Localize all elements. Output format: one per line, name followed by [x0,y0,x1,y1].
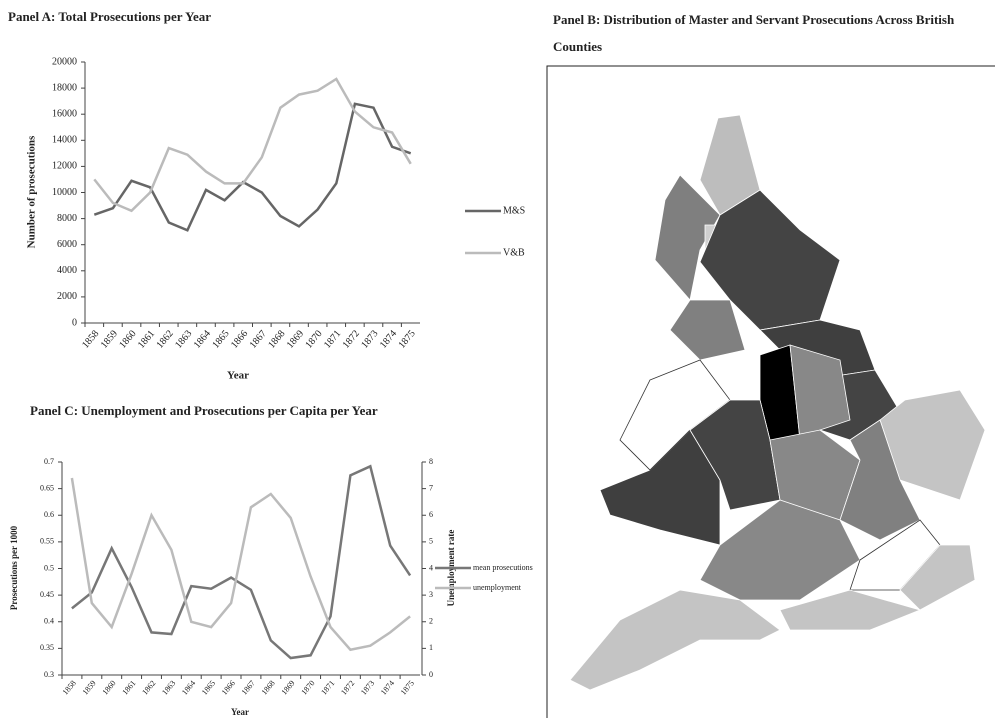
panel-b-title: Panel B: Distribution of Master and Serv… [553,12,955,54]
y-tick-label: 16000 [52,108,77,119]
x-tick-label: 1870 [299,679,316,697]
x-tick-label: 1860 [100,679,117,697]
y-tick-label: 6000 [57,239,77,250]
y-tick-label: 14000 [52,135,77,146]
x-tick-label: 1865 [200,679,217,697]
x-tick-label: 1873 [359,328,380,350]
x-tick-label: 1872 [339,679,356,697]
x-tick-label: 1861 [136,328,157,350]
y-axis-label: Prosecutions per 1000 [9,525,19,610]
y-tick-label: 18000 [52,82,77,93]
map [546,65,995,718]
x-tick-label: 1868 [266,328,287,350]
x-tick-label: 1868 [260,679,277,697]
y2-tick-label: 5 [429,537,433,546]
x-tick-label: 1874 [378,328,399,350]
x-tick-label: 1862 [140,679,157,697]
map-frame [546,65,995,718]
x-tick-label: 1859 [81,679,98,697]
y-tick-label: 0.45 [40,590,54,599]
y-tick-label: 12000 [52,161,77,172]
y-tick-label: 0.6 [44,510,54,519]
y2-tick-label: 0 [429,670,433,679]
county [699,499,861,601]
panel-a-title: Panel A: Total Prosecutions per Year [8,9,211,24]
y2-tick-label: 2 [429,617,433,626]
y2-tick-label: 4 [429,563,433,572]
x-tick-label: 1874 [379,679,396,697]
county [899,544,976,611]
x-tick-label: 1872 [341,328,362,350]
y-tick-label: 2000 [57,291,77,302]
x-tick-label: 1867 [248,328,269,350]
y-tick-label: 0.65 [40,483,54,492]
y-tick-label: 4000 [57,265,77,276]
series-line [71,464,412,660]
x-tick-label: 1860 [117,328,138,350]
series-line [70,477,411,652]
x-tick-label: 1875 [399,679,416,697]
y2-tick-label: 7 [429,483,433,492]
y-tick-label: 0.3 [44,670,54,679]
y-tick-label: 0.55 [40,537,54,546]
x-axis-label: Year [227,370,249,382]
legend-label: V&B [503,247,525,258]
county [689,399,781,511]
x-tick-label: 1864 [180,679,197,697]
y-tick-label: 0.4 [44,617,54,626]
y-tick-label: 0.7 [44,457,54,466]
y2-tick-label: 6 [429,510,433,519]
series-line [93,77,412,213]
x-tick-label: 1859 [99,328,120,350]
county [779,589,922,631]
x-tick-label: 1875 [396,328,417,350]
x-tick-label: 1866 [229,328,250,350]
counties [569,114,986,691]
y2-tick-label: 1 [429,643,433,652]
legend-label: unemployment [473,583,522,592]
legend-label: mean prosecutions [473,563,533,572]
y-tick-label: 8000 [57,213,77,224]
x-tick-label: 1864 [192,328,213,350]
x-axis-label: Year [231,707,249,717]
x-tick-label: 1865 [210,328,231,350]
x-tick-label: 1871 [319,679,336,697]
y-tick-label: 0.35 [40,643,54,652]
x-tick-label: 1869 [285,328,306,350]
x-tick-label: 1863 [173,328,194,350]
panel-b-title-box: Panel B: Distribution of Master and Serv… [553,12,955,54]
x-tick-label: 1858 [80,328,101,350]
x-tick-label: 1867 [240,679,257,697]
county [699,114,761,216]
y-axis-label: Number of prosecutions [26,135,38,248]
x-tick-label: 1861 [120,679,137,697]
x-tick-label: 1871 [322,328,343,350]
x-tick-label: 1866 [220,679,237,697]
x-tick-label: 1873 [359,679,376,697]
series-line [93,102,412,232]
y-tick-label: 20000 [52,56,77,67]
county [839,419,921,541]
x-tick-label: 1858 [61,679,78,697]
y2-tick-label: 8 [429,457,433,466]
y-tick-label: 0 [72,317,77,328]
x-tick-label: 1869 [279,679,296,697]
y2-tick-label: 3 [429,590,433,599]
panel-c-title: Panel C: Unemployment and Prosecutions p… [30,403,378,418]
county [789,344,851,441]
y-tick-label: 10000 [52,187,77,198]
y-tick-label: 0.5 [44,563,54,572]
legend-label: M&S [503,205,525,216]
county [569,589,781,691]
x-tick-label: 1863 [160,679,177,697]
x-tick-label: 1870 [303,328,324,350]
county [669,299,746,361]
x-tick-label: 1862 [155,328,176,350]
